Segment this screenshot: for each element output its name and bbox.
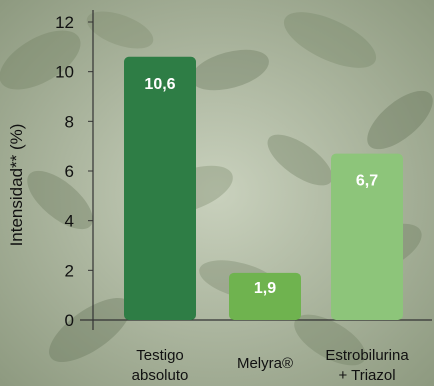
bar-value-label: 1,9	[254, 280, 276, 297]
y-tick-label: 4	[65, 212, 74, 231]
y-tick-label: 10	[55, 63, 74, 82]
bar	[229, 272, 301, 320]
y-tick-label: 12	[55, 13, 74, 32]
y-axis-label: Intensidad** (%)	[7, 124, 26, 247]
category-label: + Triazol	[338, 367, 395, 384]
y-tick-label: 6	[65, 162, 74, 181]
category-label: Estrobilurina	[325, 347, 409, 364]
y-tick-label: 8	[65, 112, 74, 131]
bar	[331, 153, 403, 320]
bar	[124, 56, 196, 321]
y-tick-label: 0	[65, 311, 74, 330]
bar-value-label: 10,6	[144, 76, 175, 93]
category-label: absoluto	[132, 367, 189, 384]
y-tick-label: 2	[65, 261, 74, 280]
category-label: Testigo	[136, 347, 184, 364]
bar-value-label: 6,7	[356, 173, 378, 190]
category-label: Melyra®	[237, 355, 293, 372]
